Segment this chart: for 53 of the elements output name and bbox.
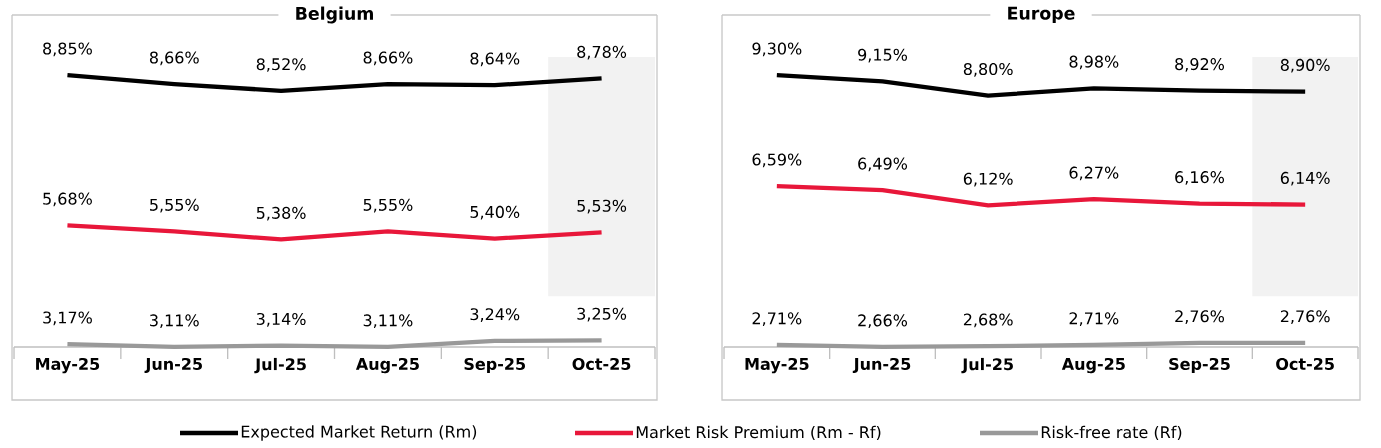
x-tick-label: Jul-25 — [254, 357, 306, 374]
data-label: 5,68% — [43, 192, 92, 207]
legend-label: Expected Market Return (Rm) — [241, 425, 477, 441]
data-label: 8,90% — [1280, 58, 1330, 73]
data-label: 8,66% — [149, 51, 199, 66]
data-label: 8,64% — [470, 52, 520, 67]
data-label: 8,92% — [1175, 58, 1225, 72]
chart-title: Belgium — [296, 6, 373, 24]
x-tick-label: Jun-25 — [144, 357, 202, 373]
x-tick-label: Aug-25 — [355, 357, 419, 374]
data-label: 6,14% — [1280, 171, 1330, 186]
data-label: 8,98% — [1069, 55, 1119, 70]
data-label: 6,27% — [1069, 166, 1119, 181]
legend-label: Market Risk Premium (Rm - Rf) — [636, 425, 881, 441]
x-tick-label: Sep-25 — [464, 357, 525, 374]
data-label: 9,30% — [752, 42, 802, 57]
data-label: 3,11% — [150, 314, 199, 329]
data-label: 5,53% — [577, 199, 627, 214]
data-label: 2,76% — [1280, 310, 1330, 324]
data-label: 3,14% — [256, 312, 306, 327]
x-tick-label: Sep-25 — [1169, 357, 1230, 374]
x-tick-label: May-25 — [36, 357, 100, 374]
data-label: 8,80% — [963, 62, 1013, 77]
data-label: 2,71% — [1069, 312, 1119, 327]
data-label: 5,55% — [363, 198, 413, 213]
data-label: 6,12% — [963, 172, 1013, 187]
x-tick-label: Jul-25 — [961, 357, 1013, 374]
data-label: 5,38% — [256, 206, 306, 221]
data-label: 8,85% — [43, 42, 92, 57]
data-label: 5,55% — [150, 198, 199, 213]
data-label: 3,24% — [470, 308, 520, 322]
data-label: 2,71% — [752, 312, 802, 327]
data-label: 6,59% — [752, 153, 802, 168]
data-label: 8,66% — [363, 51, 413, 66]
data-label: 3,17% — [43, 311, 92, 326]
x-tick-label: May-25 — [745, 357, 809, 374]
data-label: 3,25% — [577, 307, 627, 322]
x-tick-label: Oct-25 — [572, 357, 631, 371]
data-label: 6,49% — [858, 157, 908, 172]
legend-label: Risk-free rate (Rf) — [1041, 425, 1182, 441]
data-label: 6,16% — [1175, 171, 1225, 185]
data-label: 8,52% — [256, 58, 306, 72]
data-label: 8,78% — [577, 45, 627, 60]
x-tick-label: Aug-25 — [1061, 357, 1125, 374]
data-label: 9,15% — [858, 48, 908, 63]
data-label: 2,66% — [858, 314, 908, 329]
data-label: 5,40% — [470, 205, 520, 220]
x-tick-label: Jun-25 — [852, 357, 911, 373]
x-tick-label: Oct-25 — [1276, 357, 1334, 371]
data-label: 2,68% — [963, 313, 1013, 328]
chart-title: Europe — [1008, 6, 1075, 24]
data-label: 3,11% — [363, 314, 413, 329]
data-label: 2,76% — [1175, 310, 1225, 324]
